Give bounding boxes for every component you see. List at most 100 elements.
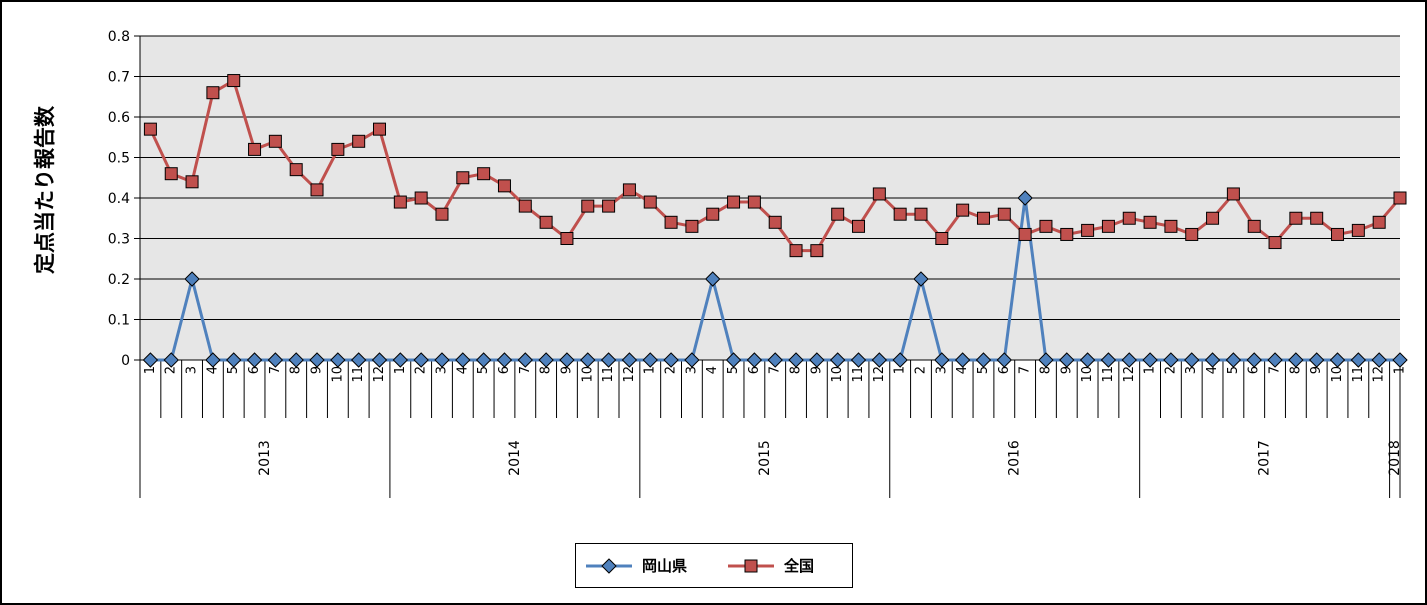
data-point bbox=[809, 352, 825, 368]
x-month-label: 5 bbox=[1226, 366, 1241, 374]
data-point bbox=[517, 352, 533, 368]
data-point bbox=[1268, 236, 1282, 250]
x-month-label: 2 bbox=[414, 366, 429, 374]
data-point bbox=[997, 207, 1011, 221]
data-point bbox=[1122, 211, 1136, 225]
y-axis-title-wrap: 定点当たり報告数 bbox=[24, 60, 64, 320]
x-month-label: 6 bbox=[1247, 366, 1262, 374]
data-point bbox=[330, 352, 346, 368]
data-point bbox=[600, 352, 617, 368]
y-tick-label: 0.1 bbox=[108, 313, 130, 329]
data-point bbox=[455, 352, 471, 368]
x-month-label: 5 bbox=[976, 366, 991, 374]
x-month-label: 10 bbox=[580, 366, 595, 383]
data-point bbox=[1206, 211, 1220, 225]
data-point bbox=[725, 352, 742, 368]
data-point bbox=[1371, 352, 1387, 368]
data-point bbox=[871, 352, 888, 368]
data-point bbox=[373, 122, 387, 136]
x-year-label: 2014 bbox=[507, 440, 523, 476]
x-month-label: 11 bbox=[1351, 366, 1366, 383]
x-month-label: 3 bbox=[684, 366, 699, 374]
x-month-label: 3 bbox=[934, 366, 949, 374]
data-point bbox=[560, 232, 574, 245]
y-tick-label: 0 bbox=[121, 353, 130, 369]
x-month-label: 10 bbox=[830, 366, 845, 383]
data-point bbox=[475, 352, 492, 368]
x-month-label: 1 bbox=[1143, 366, 1158, 374]
data-point bbox=[538, 352, 554, 368]
data-point bbox=[371, 352, 388, 368]
data-point bbox=[727, 195, 741, 209]
data-point bbox=[831, 207, 845, 221]
x-month-label: 4 bbox=[205, 366, 220, 374]
data-point bbox=[1142, 352, 1158, 368]
x-month-label: 8 bbox=[1288, 366, 1303, 374]
data-point bbox=[143, 122, 157, 136]
y-tick-label: 0.4 bbox=[108, 191, 130, 207]
data-point bbox=[142, 352, 159, 368]
legend-item-okayama: 岡山県 bbox=[584, 544, 687, 587]
data-point bbox=[954, 352, 971, 368]
data-point bbox=[622, 183, 636, 197]
x-month-label: 10 bbox=[1330, 366, 1345, 383]
x-month-label: 9 bbox=[559, 366, 574, 374]
data-point bbox=[477, 167, 491, 181]
series-national bbox=[143, 74, 1407, 258]
x-month-label: 8 bbox=[1038, 366, 1053, 374]
data-point bbox=[935, 232, 949, 245]
data-point bbox=[1392, 352, 1408, 368]
data-point bbox=[705, 271, 721, 287]
x-month-label: 12 bbox=[1372, 366, 1387, 383]
data-point bbox=[309, 352, 325, 368]
y-axis-title: 定点当たり報告数 bbox=[33, 106, 57, 274]
data-point bbox=[643, 195, 657, 209]
data-point bbox=[163, 352, 179, 368]
data-point bbox=[1308, 352, 1325, 368]
data-point bbox=[1267, 352, 1283, 368]
data-point bbox=[246, 352, 263, 368]
x-month-label: 7 bbox=[1018, 366, 1033, 374]
x-month-label: 9 bbox=[310, 366, 325, 374]
series-okayama bbox=[142, 190, 1408, 368]
data-point bbox=[913, 271, 929, 287]
data-point bbox=[227, 74, 241, 88]
x-month-label: 5 bbox=[476, 366, 491, 374]
data-point bbox=[456, 171, 470, 185]
data-point bbox=[1039, 219, 1053, 233]
data-point bbox=[559, 352, 575, 368]
x-year-label: 2013 bbox=[257, 440, 273, 476]
y-tick-label: 0.5 bbox=[108, 151, 130, 167]
x-month-label: 3 bbox=[1184, 366, 1199, 374]
x-month-label: 5 bbox=[726, 366, 741, 374]
data-point bbox=[747, 195, 761, 209]
data-point bbox=[184, 271, 200, 287]
x-month-label: 8 bbox=[289, 366, 304, 374]
x-month-label: 2 bbox=[164, 366, 179, 374]
data-point bbox=[413, 352, 429, 368]
data-point bbox=[1329, 352, 1346, 368]
data-point bbox=[850, 352, 867, 368]
x-month-label: 1 bbox=[143, 366, 158, 374]
data-point bbox=[663, 352, 679, 368]
data-point bbox=[621, 352, 638, 368]
data-point bbox=[996, 352, 1013, 368]
legend-item-national: 全国 bbox=[726, 544, 814, 587]
data-point bbox=[164, 167, 178, 181]
data-point bbox=[414, 191, 428, 205]
gridlines bbox=[134, 35, 1400, 361]
x-month-label: 5 bbox=[226, 366, 241, 374]
data-point bbox=[685, 219, 699, 233]
data-point bbox=[956, 203, 970, 217]
data-point bbox=[1163, 352, 1179, 368]
data-point bbox=[1079, 352, 1096, 368]
x-month-label: 2 bbox=[913, 366, 928, 374]
x-year-label: 2017 bbox=[1257, 440, 1273, 476]
data-point bbox=[852, 219, 866, 233]
x-month-label: 3 bbox=[434, 366, 449, 374]
data-point bbox=[602, 199, 616, 213]
data-point bbox=[976, 211, 990, 225]
x-month-label: 11 bbox=[851, 366, 866, 383]
y-tick-label: 0.8 bbox=[108, 29, 130, 45]
data-point bbox=[434, 352, 450, 368]
